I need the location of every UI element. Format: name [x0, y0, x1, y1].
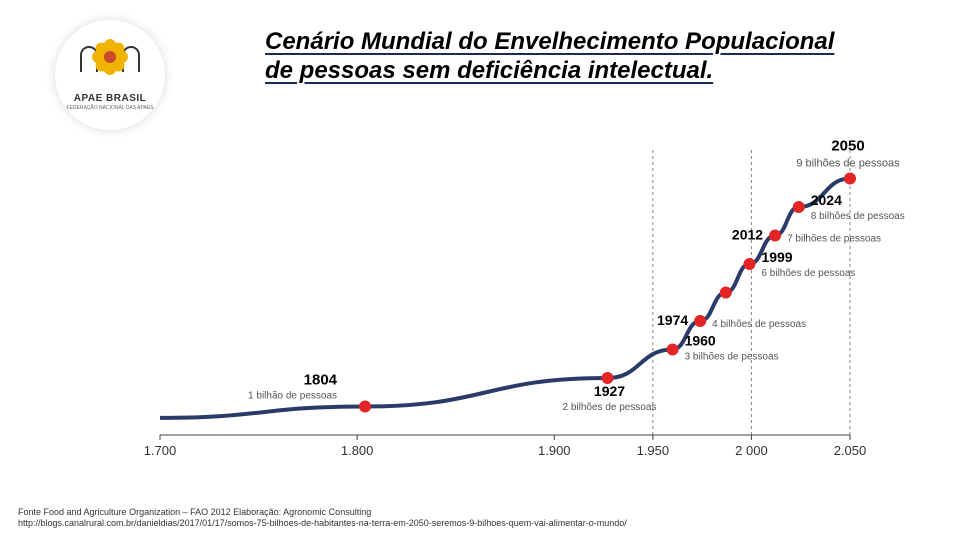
svg-text:3 bilhões de pessoas: 3 bilhões de pessoas: [685, 352, 779, 363]
population-chart: 1.700 1.800 1.900 1.950 2 000 2.050 1804 1 bilh…: [130, 140, 870, 465]
svg-text:4 bilhões de pessoas: 4 bilhões de pessoas: [712, 319, 806, 330]
svg-text:1.900: 1.900: [538, 443, 571, 458]
svg-text:2.050: 2.050: [834, 443, 867, 458]
svg-text:8 bilhões de pessoas: 8 bilhões de pessoas: [811, 211, 905, 222]
svg-text:1 bilhão de pessoas: 1 bilhão de pessoas: [248, 391, 337, 402]
footer-source: Fonte Food and Agriculture Organization …: [18, 507, 627, 530]
logo-subtitle: FEDERAÇÃO NACIONAL DAS APAES: [67, 105, 154, 111]
footer-line2: http://blogs.canalrural.com.br/danieldia…: [18, 518, 627, 528]
svg-text:1.950: 1.950: [637, 443, 670, 458]
chart-svg: 1.700 1.800 1.900 1.950 2 000 2.050 1804 1 bilh…: [130, 140, 870, 465]
svg-text:1999: 1999: [761, 249, 792, 265]
logo-badge: APAE BRASIL FEDERAÇÃO NACIONAL DAS APAES: [55, 20, 165, 130]
svg-text:2 000: 2 000: [735, 443, 768, 458]
footer-line1: Fonte Food and Agriculture Organization …: [18, 507, 371, 517]
svg-text:9 bilhões de pessoas: 9 bilhões de pessoas: [796, 158, 900, 170]
svg-text:7 bilhões de pessoas: 7 bilhões de pessoas: [787, 234, 881, 245]
page-title: Cenário Mundial do Envelhecimento Popula…: [265, 28, 905, 86]
title-line1: Cenário Mundial do Envelhecimento Popula…: [265, 28, 834, 55]
svg-text:1927: 1927: [594, 383, 625, 399]
svg-text:1.800: 1.800: [341, 443, 374, 458]
svg-text:2050: 2050: [831, 138, 864, 155]
svg-text:1.700: 1.700: [144, 443, 177, 458]
svg-text:2012: 2012: [732, 227, 763, 243]
svg-text:1804: 1804: [304, 372, 338, 389]
svg-text:2024: 2024: [811, 192, 842, 208]
svg-text:1974: 1974: [657, 312, 688, 328]
logo-flower-icon: [92, 39, 128, 75]
svg-text:6 bilhões de pessoas: 6 bilhões de pessoas: [761, 268, 855, 279]
logo-title: APAE BRASIL: [74, 93, 147, 104]
title-line2: de pessoas sem deficiência intelectual.: [265, 57, 713, 84]
svg-text:1960: 1960: [685, 333, 716, 349]
svg-text:2 bilhões de pessoas: 2 bilhões de pessoas: [563, 402, 657, 413]
